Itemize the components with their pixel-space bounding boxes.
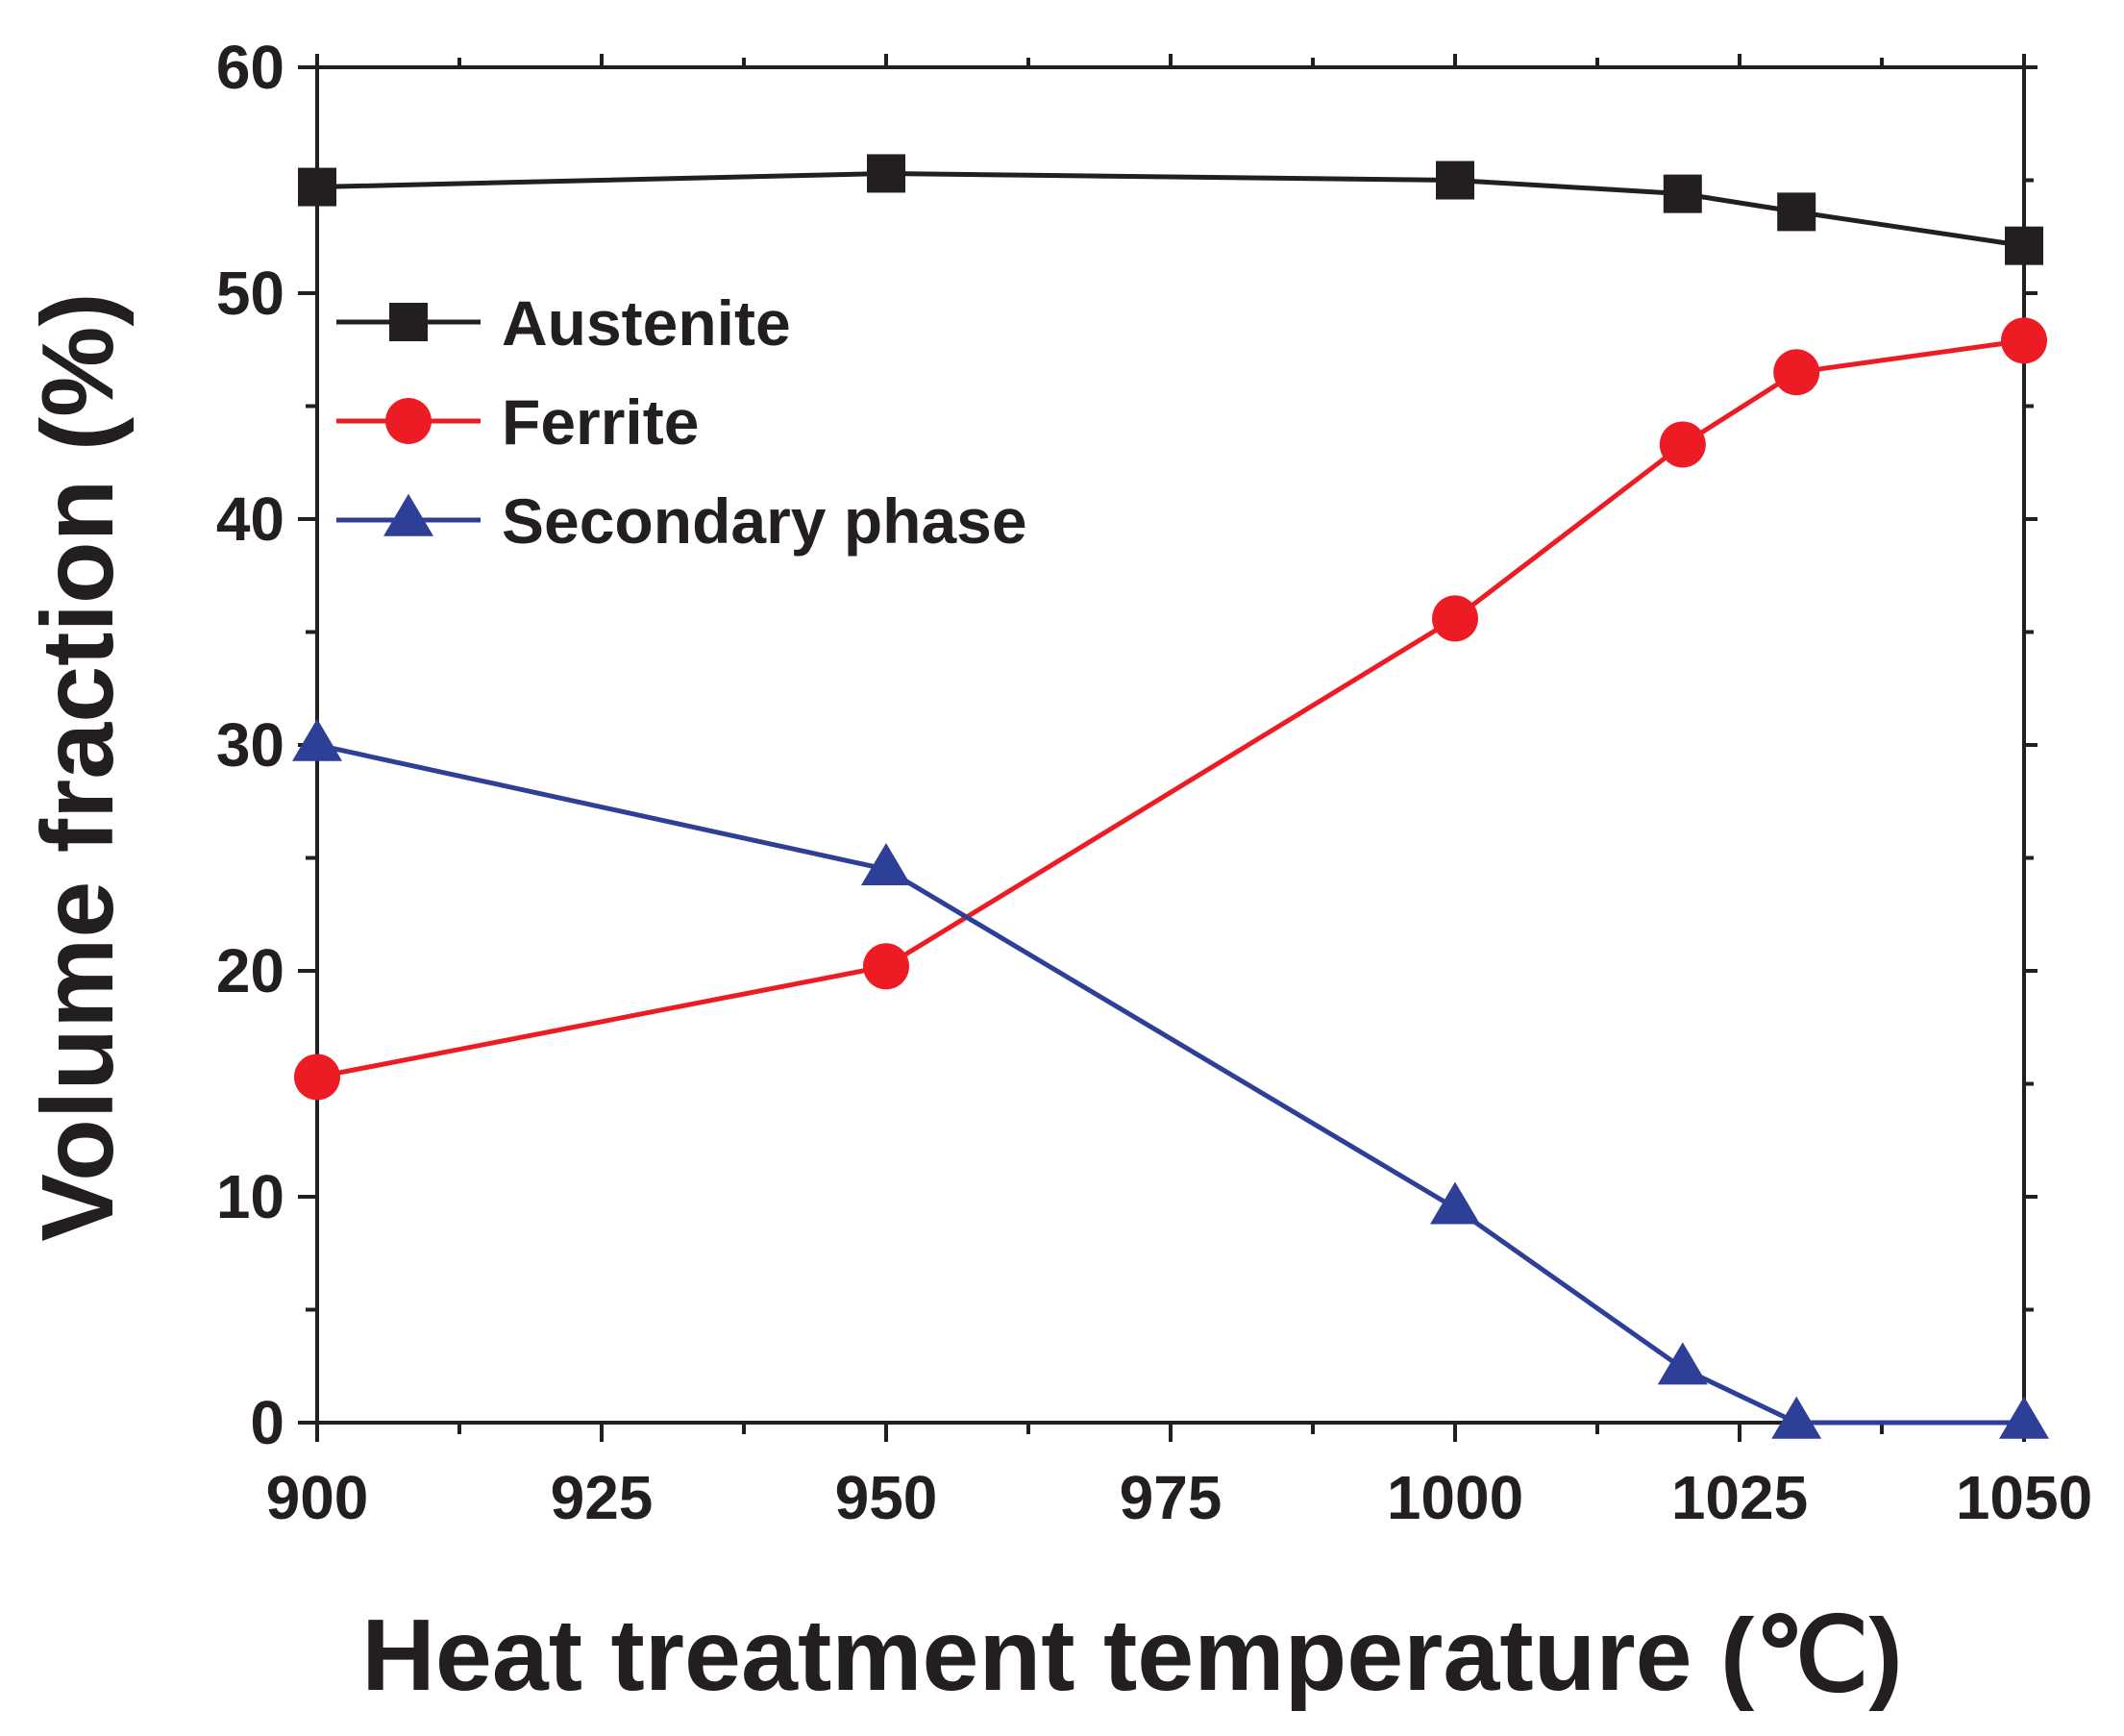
x-tick-label: 1050	[1956, 1463, 2092, 1532]
x-tick-label: 1025	[1671, 1463, 1808, 1532]
legend-label: Secondary phase	[502, 485, 1027, 557]
x-tick-label: 1000	[1387, 1463, 1523, 1532]
legend-marker	[389, 303, 428, 341]
series-ferrite	[294, 317, 2047, 1101]
series-line	[316, 337, 2025, 1079]
y-axis-title: Volume fraction (%)	[21, 292, 135, 1241]
y-tick-label: 50	[216, 259, 284, 328]
data-point	[1771, 1396, 1822, 1439]
data-point	[2001, 317, 2047, 364]
legend-label: Ferrite	[502, 386, 699, 458]
data-point	[1773, 349, 1820, 396]
y-tick-label: 10	[216, 1162, 284, 1231]
data-point	[1777, 192, 1816, 232]
legend-label: Austenite	[502, 287, 791, 359]
plot-frame	[315, 65, 2026, 1425]
ticks: 900 925 950 975 1000 1025 1050 0 10 20 30 40 50 60	[216, 33, 2092, 1532]
series-austenite	[298, 154, 2043, 265]
series-layer	[292, 154, 2049, 1439]
legend-entry: Ferrite	[336, 386, 699, 458]
data-point	[863, 943, 909, 990]
x-tick-label: 900	[266, 1463, 369, 1532]
legend-entry: Austenite	[336, 287, 791, 359]
y-tick-label: 0	[250, 1388, 284, 1457]
series-line	[316, 170, 2025, 249]
x-tick-label: 925	[551, 1463, 654, 1532]
y-tick-label: 30	[216, 710, 284, 780]
data-point	[861, 842, 911, 885]
data-point	[1436, 161, 1474, 200]
x-tick-label: 950	[835, 1463, 938, 1532]
axes	[315, 65, 2026, 1425]
data-point	[867, 154, 905, 193]
y-tick-label: 20	[216, 936, 284, 1005]
data-point	[292, 718, 342, 761]
data-point	[1659, 421, 1706, 468]
legend-marker	[385, 398, 432, 444]
axis-titles: Heat treatment temperature (℃) Volume fr…	[21, 292, 1903, 1712]
legend-entry: Secondary phase	[336, 485, 1027, 557]
data-point	[298, 167, 336, 207]
data-point	[2005, 226, 2043, 265]
data-point	[1663, 174, 1702, 213]
data-point	[1999, 1396, 2049, 1439]
y-tick-label: 60	[216, 33, 284, 102]
legend-marker	[383, 493, 433, 536]
x-tick-label: 975	[1120, 1463, 1223, 1532]
data-point	[1430, 1181, 1480, 1225]
y-tick-label: 40	[216, 484, 284, 554]
data-point	[294, 1054, 340, 1101]
legend: Austenite Ferrite Secondary phase	[336, 287, 1027, 557]
data-point	[1657, 1342, 1708, 1385]
data-point	[1432, 595, 1478, 642]
x-axis-title: Heat treatment temperature (℃)	[361, 1599, 1902, 1712]
series-secondary-phase	[292, 718, 2049, 1439]
series-line	[316, 742, 2024, 1426]
